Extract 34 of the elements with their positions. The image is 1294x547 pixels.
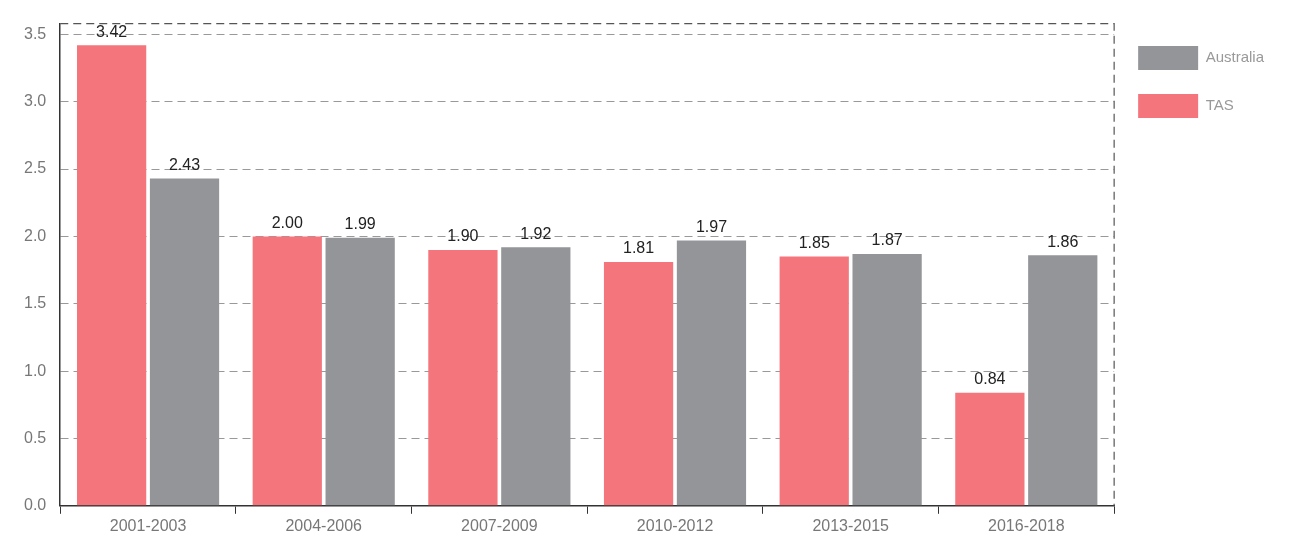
x-tick-label: 2016-2018 [988,516,1065,534]
x-tick-label: 2004-2006 [285,516,363,534]
bar [428,249,498,506]
y-tick-label: 0.5 [23,428,47,446]
y-tick-label: 3.5 [23,24,47,42]
data-label: 0.84 [974,370,1006,388]
y-tick-label: 1.0 [23,361,47,379]
bar [955,392,1025,506]
y-tick-label: 3.0 [23,92,47,110]
y-tick-label: 0.0 [23,496,47,514]
data-label: 1.99 [344,215,376,233]
x-tick-label: 2010-2012 [636,516,714,534]
data-label: 1.81 [623,239,655,257]
data-label: 2.00 [271,213,303,231]
data-label: 1.97 [695,217,728,235]
data-label: 1.86 [1047,232,1079,250]
bar [77,45,147,506]
x-tick-label: 2013-2015 [812,516,890,534]
data-label: 1.85 [798,234,830,252]
bar [779,256,849,506]
bar [603,262,674,506]
y-tick-label: 1.5 [23,294,47,312]
y-tick-label: 2.5 [23,159,47,177]
x-tick-label: 2001-2003 [109,516,187,534]
legend-label: Australia [1205,48,1265,66]
data-label: 3.42 [96,22,128,40]
x-tick-label: 2007-2009 [461,516,538,534]
legend-label: TAS [1205,96,1234,114]
bar [252,236,322,506]
data-label: 1.87 [871,231,903,249]
data-label: 2.43 [168,155,201,173]
data-label: 1.90 [447,227,479,245]
data-label: 1.92 [520,224,552,242]
y-tick-label: 2.0 [23,226,47,244]
